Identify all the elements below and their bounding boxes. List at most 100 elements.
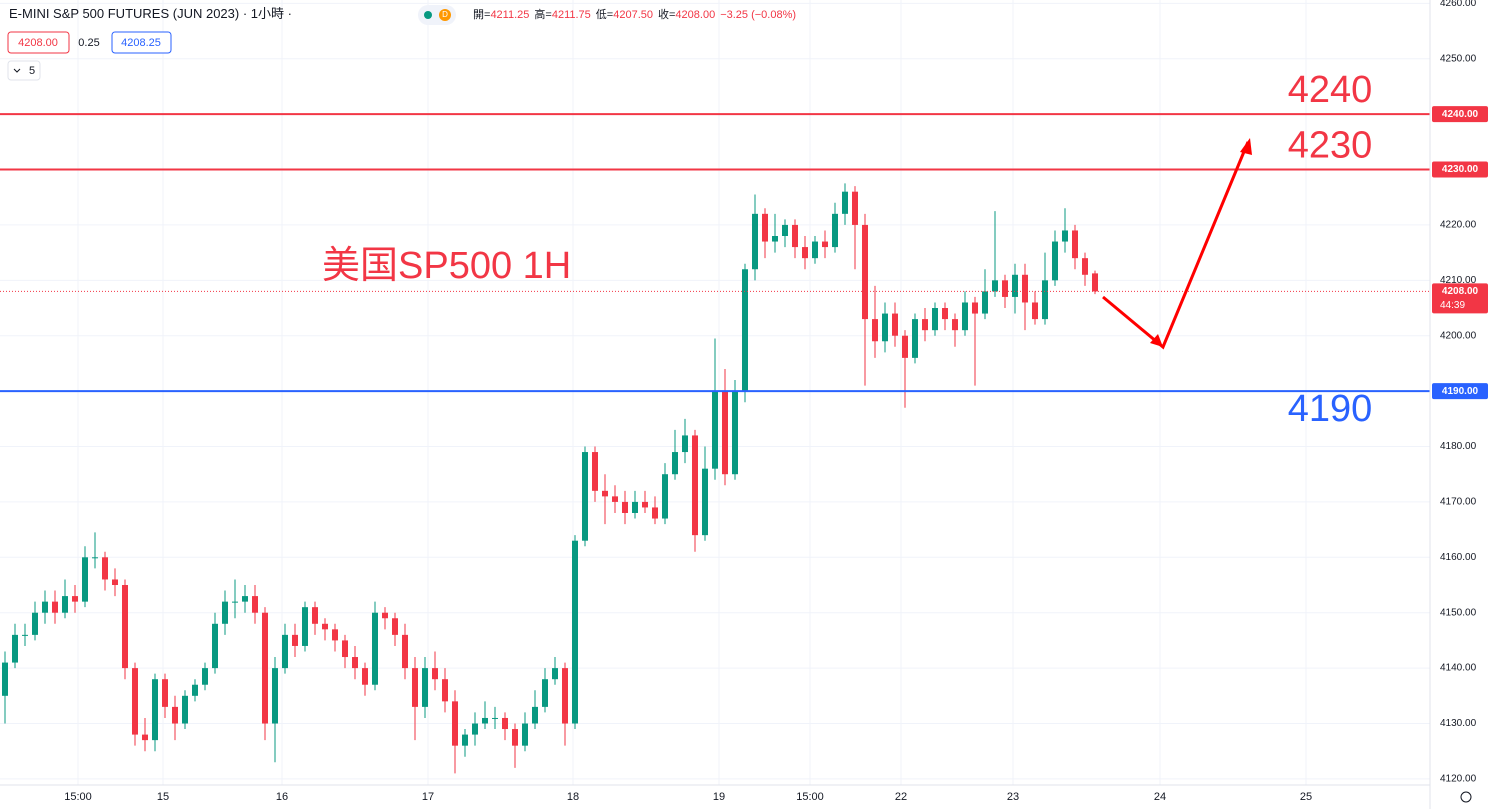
candle-body xyxy=(382,612,388,619)
ohlc-key: 高= xyxy=(534,7,551,21)
title: E-MINI S&P 500 FUTURES (JUN 2023) xyxy=(9,6,239,21)
candle-body xyxy=(242,596,248,602)
candle-body xyxy=(432,668,438,680)
candle-body xyxy=(472,723,478,735)
candle-body xyxy=(1082,258,1088,275)
y-tick-label: 4120.00 xyxy=(1440,774,1477,785)
candle-body xyxy=(702,468,708,536)
overlay: 美国SP500 1H 4240 4230 4190 xyxy=(322,69,1372,430)
sep: · xyxy=(239,6,251,21)
x-tick-label: 18 xyxy=(567,791,579,803)
candle-body xyxy=(102,557,108,580)
candle-body xyxy=(392,618,398,635)
candle-body xyxy=(722,391,728,475)
spread: 0.25 xyxy=(78,37,99,49)
y-tick-label: 4180.00 xyxy=(1440,441,1477,452)
candle-body xyxy=(412,668,418,707)
candle-body xyxy=(332,629,338,641)
candle-body xyxy=(262,612,268,724)
candle-body xyxy=(492,717,498,719)
candle-body xyxy=(682,435,688,453)
settings-icon[interactable] xyxy=(1460,791,1472,803)
candle-body xyxy=(692,435,698,536)
candle-body xyxy=(842,191,848,214)
candle-body xyxy=(422,668,428,707)
time-axis-bg xyxy=(0,785,1430,809)
candle-body xyxy=(762,213,768,242)
candle-body xyxy=(632,501,638,513)
candle-body xyxy=(982,291,988,314)
x-tick-label: 22 xyxy=(895,791,907,803)
ohlc-key: 收= xyxy=(658,7,675,21)
y-tick-label: 4260.00 xyxy=(1440,0,1477,9)
candle-body xyxy=(312,607,318,624)
candle-body xyxy=(872,319,878,342)
ohlc-value: 4211.25 xyxy=(490,9,529,21)
candle-body xyxy=(952,319,958,331)
ohlc-legend: 開=4211.25 高=4211.75 低=4207.50 收=4208.00 −3.2… xyxy=(473,7,796,21)
candle-body xyxy=(182,695,188,724)
chevron xyxy=(13,68,21,73)
ohlc-key: 低= xyxy=(596,8,613,21)
candle-body xyxy=(822,241,828,248)
indicator-toggle[interactable] xyxy=(7,60,41,81)
candle-body xyxy=(992,280,998,292)
line-annotation: 4240 xyxy=(1288,69,1373,111)
x-tick-label: 15:00 xyxy=(796,791,824,803)
ohlc-value: 4207.50 xyxy=(613,9,653,21)
candle-body xyxy=(1092,273,1098,292)
candle-body xyxy=(512,729,518,746)
ohlc-value: 4208.00 xyxy=(675,9,715,21)
candle-body xyxy=(742,269,748,392)
candle-body xyxy=(12,634,18,663)
candle-body xyxy=(122,585,128,669)
candle-body xyxy=(442,679,448,702)
candle-body xyxy=(1042,280,1048,320)
candle-body xyxy=(222,601,228,624)
candle-body xyxy=(32,612,38,635)
candle-body xyxy=(602,490,608,497)
candle-body xyxy=(342,640,348,658)
candle-body xyxy=(792,224,798,248)
candle-body xyxy=(622,501,628,513)
y-tick-label: 4130.00 xyxy=(1440,718,1477,729)
status-label: D xyxy=(442,10,448,19)
candle-body xyxy=(2,662,8,696)
candle-body xyxy=(562,668,568,724)
candle-body xyxy=(522,723,528,746)
candle-body xyxy=(92,557,98,559)
candle-body xyxy=(502,717,508,730)
header: E-MINI S&P 500 FUTURES (JUN 2023) · 1小時 … xyxy=(7,5,1472,803)
candle-body xyxy=(42,601,48,613)
last-price-label: 4208.00 xyxy=(1442,286,1479,297)
interval: 1小時 xyxy=(251,6,284,21)
candle-body xyxy=(322,623,328,630)
forecast-arrow xyxy=(1102,141,1250,350)
candle-body xyxy=(132,668,138,735)
price-label: 4240.00 xyxy=(1442,109,1479,120)
ohlc-key: 開= xyxy=(473,8,490,21)
buy-box[interactable] xyxy=(111,31,172,54)
price-label-bg xyxy=(1432,383,1488,400)
candle-body xyxy=(52,601,58,613)
price-label: 4190.00 xyxy=(1442,386,1479,397)
candle-body xyxy=(862,224,868,320)
grid xyxy=(0,0,1430,785)
candle-body xyxy=(572,540,578,724)
sell-box[interactable] xyxy=(7,31,70,54)
candle-body xyxy=(1012,274,1018,297)
candle-body xyxy=(802,247,808,259)
candle-body xyxy=(1022,274,1028,303)
ohlc-change: −3.25 (−0.08%) xyxy=(720,9,796,21)
price-label-bg xyxy=(1432,161,1488,178)
status-d xyxy=(439,9,451,21)
status-dot xyxy=(424,11,432,19)
plot xyxy=(0,113,1430,774)
price-axis-bg xyxy=(1430,0,1492,809)
candle-body xyxy=(972,302,978,314)
candle-body xyxy=(892,313,898,336)
candle-body xyxy=(782,224,788,236)
